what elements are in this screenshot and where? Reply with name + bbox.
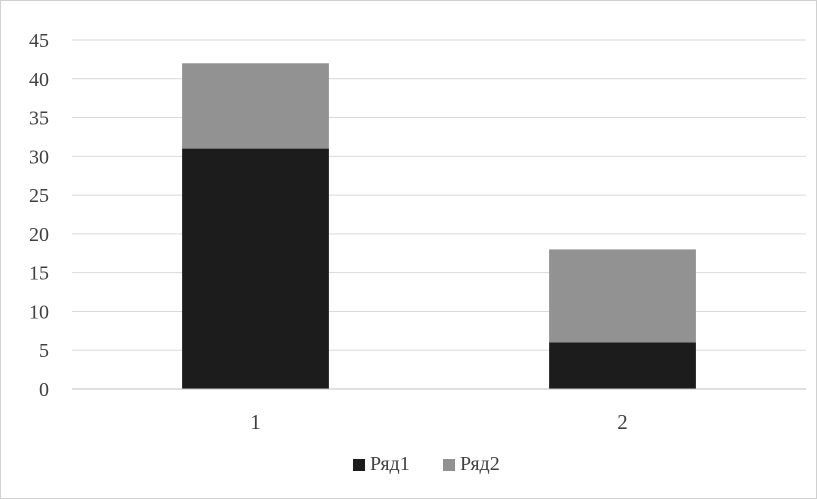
axes: 0 5 10 15 20 25 30 35 40 45 1 2 [29,30,806,434]
y-tick-label: 20 [29,224,49,246]
bar-series1-cat1 [182,148,329,389]
y-tick-label: 40 [29,69,49,91]
bar-series2-cat1 [182,63,329,149]
x-category-label: 1 [250,410,261,434]
legend-label-series1: Ряд1 [370,453,410,475]
y-tick-label: 45 [29,30,49,52]
y-tick-label: 15 [29,263,49,285]
y-tick-label: 5 [39,340,49,362]
legend: Ряд1 Ряд2 [353,453,500,475]
bars [182,63,696,389]
y-tick-label: 25 [29,185,49,207]
y-tick-label: 30 [29,146,49,168]
y-tick-label: 0 [39,379,49,401]
x-category-label: 2 [617,410,628,434]
bar-series2-cat2 [549,249,696,343]
bar-series1-cat2 [549,342,696,389]
legend-swatch-series2 [443,459,455,471]
y-tick-label: 10 [29,301,49,323]
legend-swatch-series1 [353,459,365,471]
legend-label-series2: Ряд2 [460,453,500,475]
y-tick-label: 35 [29,108,49,130]
